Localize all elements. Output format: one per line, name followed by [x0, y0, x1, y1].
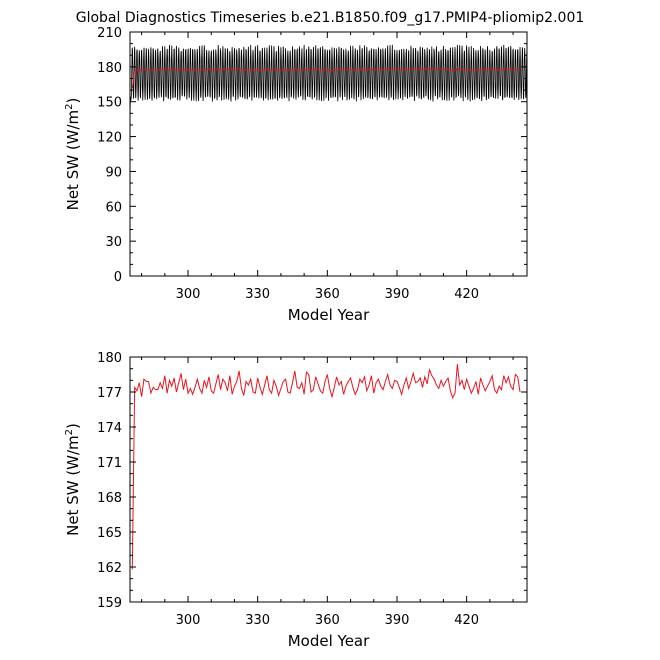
- y-tick-label: 90: [105, 165, 122, 180]
- plot-frame: [129, 31, 528, 277]
- y-tick-label: 177: [97, 386, 122, 401]
- y-tick-label: 180: [97, 61, 122, 76]
- plot-frame: [129, 356, 528, 603]
- chart-panel-1: 0 30 60 90 120 150 180 210 300 330 360 390 420 Model …: [64, 26, 528, 324]
- series-line-monthly: [130, 44, 527, 120]
- x-tick-label: 300: [176, 613, 201, 628]
- y-tick-label: 120: [97, 131, 122, 146]
- x-tick-label: 420: [454, 287, 479, 302]
- y-tick-label: 165: [97, 526, 122, 541]
- x-tick-label: 330: [245, 287, 270, 302]
- y-tick-label: 0: [114, 270, 122, 285]
- y-tick-label: 171: [97, 456, 122, 471]
- x-tick-label: 330: [245, 613, 270, 628]
- x-axis-label: Model Year: [288, 632, 370, 650]
- chart-panel-2: 159 162 165 168 171 174 177 180 300 330 360 390 420 M…: [64, 351, 528, 650]
- figure-title: Global Diagnostics Timeseries b.e21.B185…: [76, 10, 585, 26]
- y-tick-label: 180: [97, 351, 122, 366]
- y-tick-label: 159: [97, 596, 122, 611]
- y-tick-label: 210: [97, 26, 122, 41]
- x-tick-label: 390: [385, 613, 410, 628]
- x-tick-label: 300: [176, 287, 201, 302]
- plot-area: [131, 363, 521, 570]
- y-tick-label: 150: [97, 96, 122, 111]
- x-tick-label: 360: [315, 613, 340, 628]
- x-tick-label: 420: [454, 613, 479, 628]
- series-line-annual-mean: [131, 66, 521, 89]
- y-tick-label: 174: [97, 421, 122, 436]
- x-axis-label: Model Year: [288, 306, 370, 324]
- y-tick-label: 30: [105, 235, 122, 250]
- y-tick-label: 162: [97, 561, 122, 576]
- y-tick-label: 168: [97, 491, 122, 506]
- x-tick-label: 360: [315, 287, 340, 302]
- x-tick-label: 390: [385, 287, 410, 302]
- series-line-annual-mean: [131, 363, 521, 570]
- plot-area: [130, 44, 527, 120]
- y-tick-label: 60: [105, 200, 122, 215]
- y-axis-label: Net SW (W/m2): [64, 98, 82, 211]
- y-axis-label: Net SW (W/m2): [64, 423, 82, 536]
